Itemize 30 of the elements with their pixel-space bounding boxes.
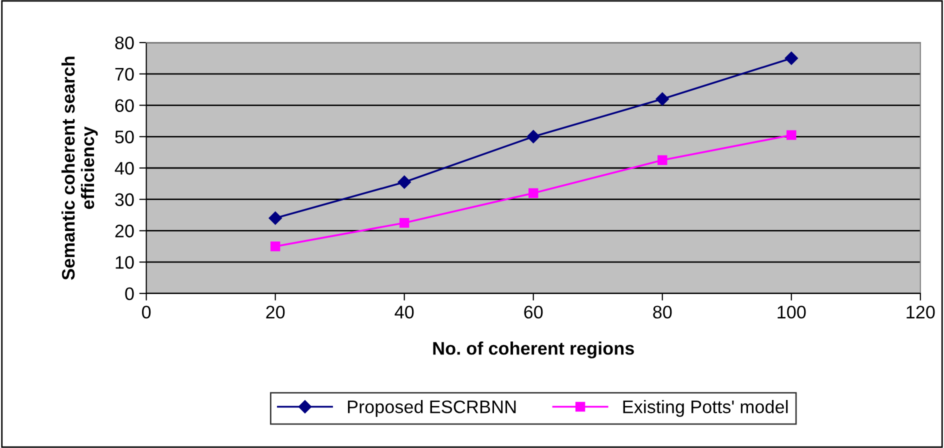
y-tick-label: 80 [115, 36, 134, 50]
point [656, 92, 669, 106]
legend-label: Existing Potts' model [623, 400, 788, 417]
point [399, 218, 410, 228]
point [786, 130, 796, 140]
x-tick-label: 80 [653, 306, 672, 319]
y-tick-label: 0 [125, 287, 134, 300]
x-tick-label: 100 [778, 306, 806, 319]
x-tick-label: 0 [142, 306, 151, 319]
y-tick-label: 50 [115, 130, 134, 144]
point [526, 130, 540, 144]
point [270, 242, 280, 252]
point [268, 212, 282, 225]
x-tick-label: 60 [524, 306, 543, 319]
y-tick-label: 60 [115, 99, 134, 112]
x-axis-title: No. of coherent regions [433, 342, 634, 358]
y-axis-title: Semantic coherent search efficiency [61, 56, 98, 280]
point [528, 188, 538, 198]
y-tick-label: 70 [115, 68, 134, 81]
x-tick-label: 20 [266, 306, 285, 319]
y-tick-label: 30 [115, 193, 134, 206]
y-tick-label: 10 [116, 256, 134, 269]
point [658, 155, 668, 166]
y-tick-label: 40 [114, 162, 134, 175]
point [784, 52, 798, 65]
y-tick-label: 20 [115, 224, 134, 238]
x-tick-label: 40 [394, 306, 414, 319]
point [398, 176, 411, 189]
legend-label: Proposed ESCRBNN [348, 400, 516, 417]
x-tick-label: 120 [906, 306, 935, 319]
